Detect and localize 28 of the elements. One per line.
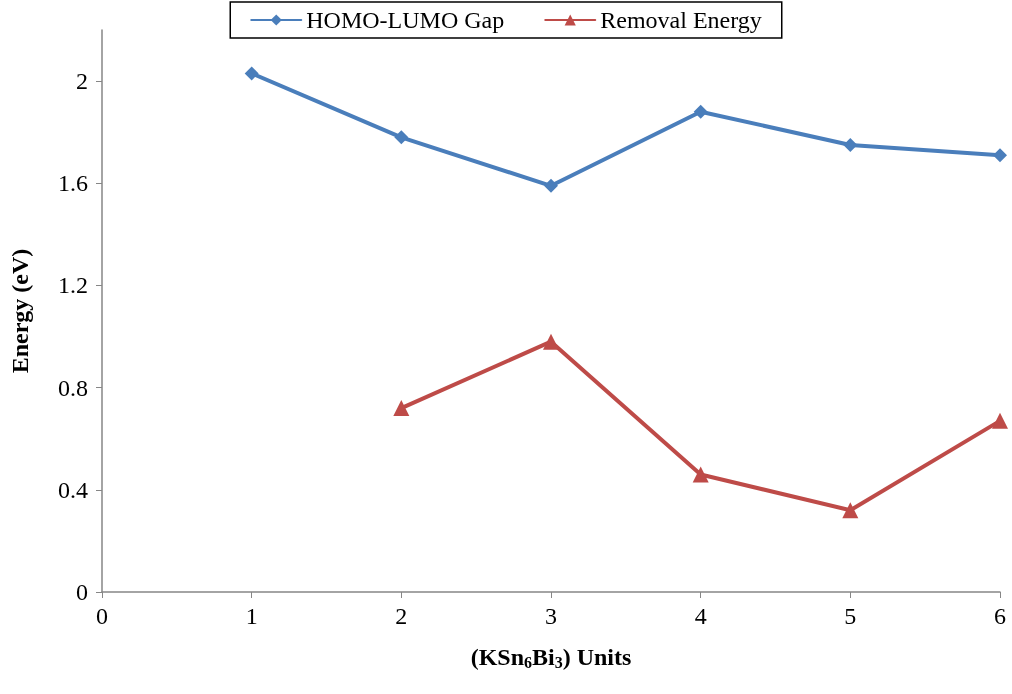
x-tick-label: 0 xyxy=(96,603,108,629)
y-tick-label: 1.2 xyxy=(58,272,88,299)
point xyxy=(394,130,409,145)
x-tick-label: 1 xyxy=(245,603,258,629)
y-tick-label: 0.8 xyxy=(58,374,88,401)
y-tick-label: 1.6 xyxy=(58,170,88,197)
x-axis-title: (KSn6Bi3) Units xyxy=(470,644,632,671)
x-tick-label: 3 xyxy=(545,603,557,629)
x-tick-label: 2 xyxy=(395,603,408,629)
point xyxy=(843,137,858,152)
y-axis-title: Energy (eV) xyxy=(7,248,33,374)
point xyxy=(992,412,1008,429)
point xyxy=(393,400,410,417)
point xyxy=(842,502,859,519)
x-tick-label: 5 xyxy=(844,603,857,629)
point xyxy=(692,466,709,483)
y-tick-label: 0.4 xyxy=(58,476,88,503)
point xyxy=(693,104,708,119)
point xyxy=(544,178,558,193)
legend-label: HOMO-LUMO Gap xyxy=(306,7,505,33)
x-tick-label: 6 xyxy=(994,603,1006,629)
point xyxy=(543,333,559,350)
point xyxy=(244,66,259,81)
legend-label: Removal Energy xyxy=(600,7,762,33)
x-tick-label: 4 xyxy=(694,603,707,629)
point xyxy=(993,148,1007,163)
y-tick-label: 2 xyxy=(76,68,88,95)
y-tick-label: 0 xyxy=(76,579,88,605)
